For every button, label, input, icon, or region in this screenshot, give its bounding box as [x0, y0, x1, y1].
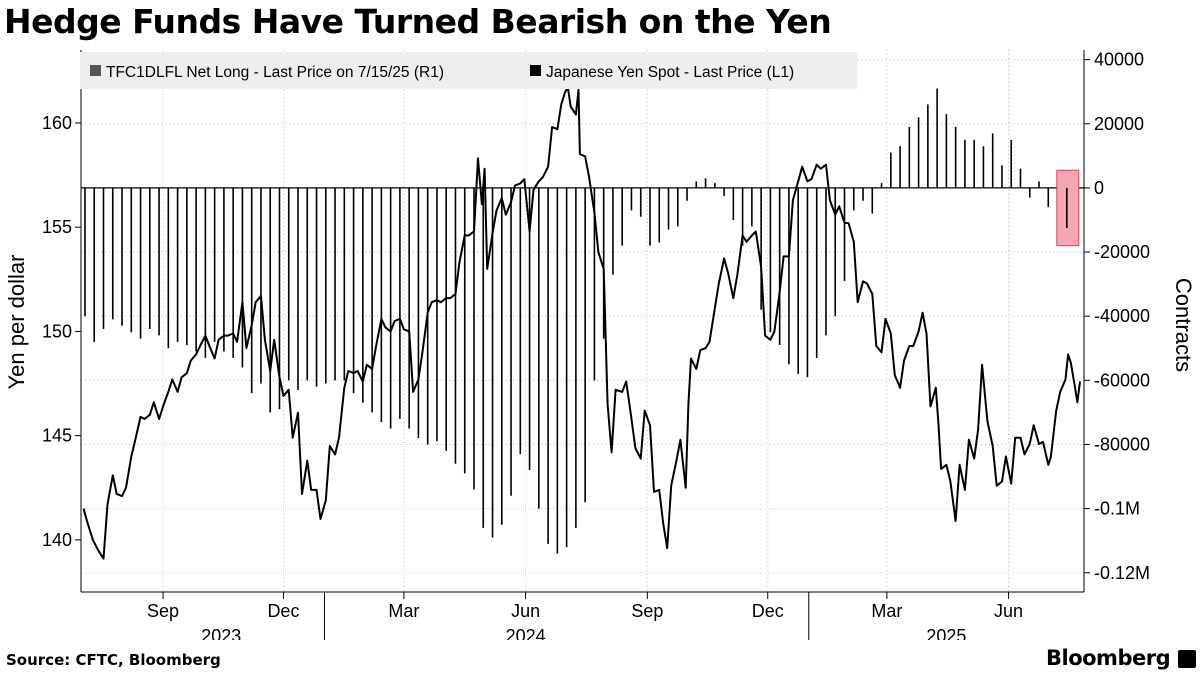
- left-tick-label: 150: [42, 321, 72, 341]
- right-tick-label: 20000: [1094, 114, 1144, 134]
- year-label: 2024: [506, 626, 546, 640]
- legend: TFC1DLFL Net Long - Last Price on 7/15/2…: [80, 52, 857, 89]
- legend-label-net-long[interactable]: TFC1DLFL Net Long - Last Price on 7/15/2…: [106, 64, 444, 81]
- year-label: 2025: [926, 626, 966, 640]
- left-tick-label: 140: [42, 530, 72, 550]
- legend-swatch-net-long: [90, 65, 101, 76]
- year-label: 2023: [201, 626, 241, 640]
- right-tick-label: -0.12M: [1094, 563, 1150, 583]
- source-note: Source: CFTC, Bloomberg: [6, 651, 221, 669]
- x-tick-label: Jun: [511, 601, 540, 621]
- x-tick-label: Sep: [631, 601, 663, 621]
- highlight-layer: [1056, 169, 1080, 247]
- yen-spot-line: [82, 86, 1081, 560]
- axes: 140 145 150 155 160 40000 20000 0 -20000 -40000 -6…: [42, 50, 1150, 640]
- right-tick-label: 0: [1094, 178, 1104, 198]
- gridlines: [81, 50, 1084, 592]
- bloomberg-logo: Bloomberg: [1046, 646, 1171, 670]
- x-tick-label: Dec: [267, 601, 299, 621]
- x-tick-label: Dec: [752, 601, 784, 621]
- right-tick-label: -20000: [1094, 242, 1150, 262]
- x-tick-label: Mar: [871, 601, 902, 621]
- yen-line-layer: [82, 86, 1081, 560]
- legend-swatch-yen: [530, 65, 541, 76]
- left-tick-label: 145: [42, 426, 72, 446]
- x-tick-label: Sep: [147, 601, 179, 621]
- highlight-box: [1056, 169, 1080, 247]
- left-tick-label: 160: [42, 113, 72, 133]
- chart-title: Hedge Funds Have Turned Bearish on the Y…: [4, 2, 832, 41]
- bloomberg-logo-icon: [1178, 650, 1196, 668]
- right-tick-label: -40000: [1094, 306, 1150, 326]
- x-tick-label: Mar: [388, 601, 419, 621]
- legend-label-yen[interactable]: Japanese Yen Spot - Last Price (L1): [546, 64, 794, 81]
- x-tick-label: Jun: [994, 601, 1023, 621]
- net-long-bars: [81, 88, 1084, 554]
- chart-area: 140 145 150 155 160 40000 20000 0 -20000 -40000 -6…: [4, 50, 1196, 640]
- right-tick-label: -60000: [1094, 370, 1150, 390]
- legend-background: [80, 52, 857, 89]
- right-tick-label: -0.1M: [1094, 499, 1140, 519]
- left-tick-label: 155: [42, 217, 72, 237]
- left-axis-label: Yen per dollar: [4, 255, 29, 390]
- right-axis-label: Contracts: [1171, 278, 1196, 372]
- right-tick-label: -80000: [1094, 434, 1150, 454]
- right-tick-label: 40000: [1094, 50, 1144, 70]
